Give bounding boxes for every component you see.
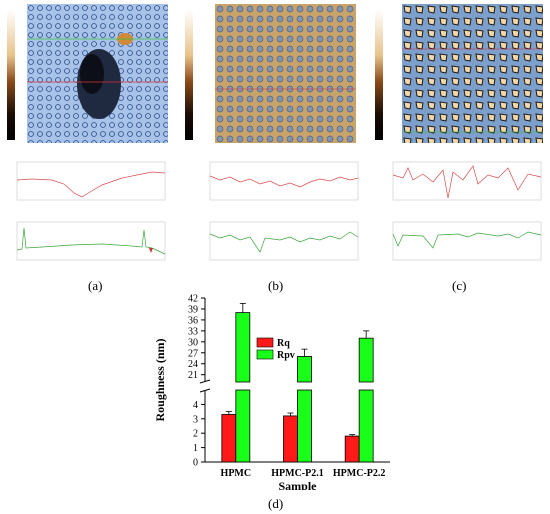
y-axis-label: Roughness (nm)	[153, 338, 167, 421]
bar-rpv	[358, 389, 374, 463]
bar-rpv	[358, 337, 374, 383]
panel-b	[185, 0, 365, 290]
y-tick-label: 3	[193, 414, 198, 425]
x-axis-label: Sample	[278, 479, 317, 490]
panel-c	[370, 0, 550, 290]
y-tick-label: 27	[188, 348, 198, 359]
bar-rpv	[297, 356, 312, 383]
axis-break-mark	[199, 388, 211, 393]
bar-rq	[283, 415, 298, 463]
afm-image-a	[27, 4, 168, 143]
axis-break-gap	[199, 382, 396, 390]
bar-rpv	[297, 389, 312, 463]
profile-b-bottom	[209, 221, 359, 261]
profile-b-top	[209, 161, 359, 201]
legend-swatch-rq	[256, 337, 274, 348]
y-tick-label: 2	[193, 429, 198, 440]
y-tick-label: 0	[193, 458, 198, 469]
y-tick-label: 30	[188, 337, 198, 348]
x-tick-label: HPMC	[221, 468, 252, 479]
bar-rpv	[235, 312, 251, 383]
x-tick-label: HPMC-P2.2	[333, 468, 386, 479]
profile-c-bottom	[392, 221, 542, 261]
caption-a: (a)	[88, 278, 103, 293]
profile-a-top	[16, 161, 166, 201]
x-tick-label: HPMC-P2.1	[271, 468, 324, 479]
profile-a-bottom	[16, 221, 166, 261]
y-tick-label: 39	[188, 304, 198, 315]
colorbar-a	[7, 10, 15, 140]
profile-c-top	[392, 161, 542, 201]
caption-b: (b)	[268, 278, 284, 293]
y-tick-label: 24	[188, 359, 198, 370]
caption-c: (c)	[452, 278, 467, 293]
axis-break-mark	[199, 379, 211, 384]
colorbar-c	[375, 10, 383, 140]
legend-label-rpv: Rpv	[277, 350, 295, 361]
legend-swatch-rpv	[256, 349, 274, 360]
y-tick-label: 33	[188, 326, 198, 337]
colorbar-b	[185, 10, 193, 140]
y-tick-label: 36	[188, 315, 198, 326]
y-tick-label: 42	[188, 294, 198, 305]
panel-a	[0, 0, 170, 290]
afm-image-b	[215, 4, 356, 143]
y-tick-label: 21	[188, 370, 198, 381]
bar-rq	[344, 435, 360, 463]
y-tick-label: 4	[193, 400, 198, 411]
afm-image-c	[402, 4, 543, 143]
legend-label-rq: Rq	[277, 338, 290, 349]
caption-d: (d)	[268, 496, 284, 511]
bar-rq	[221, 414, 237, 463]
bar-rpv	[235, 389, 251, 463]
y-tick-label: 1	[193, 443, 198, 454]
